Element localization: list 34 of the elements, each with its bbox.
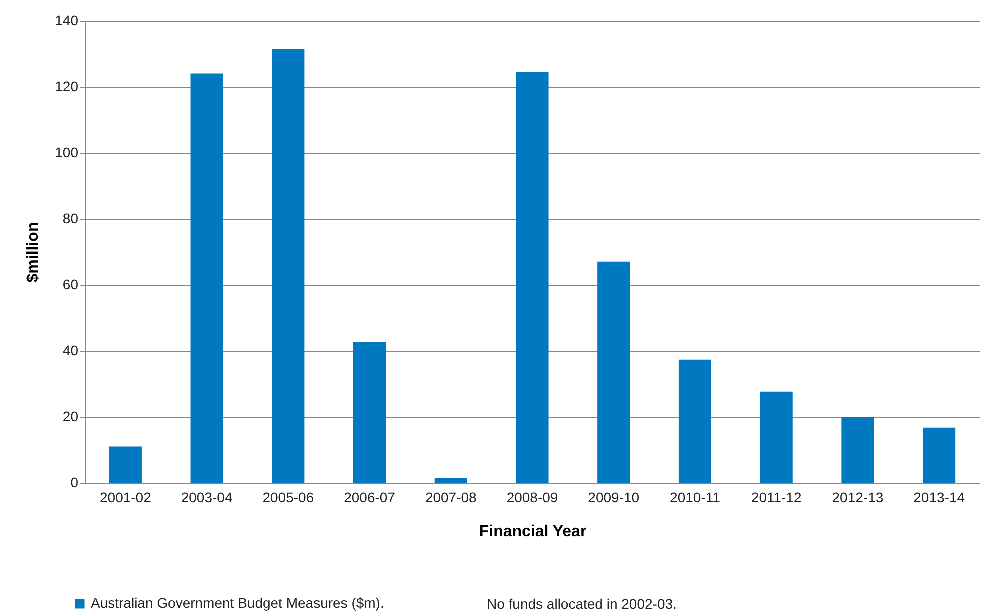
y-tick-label: 100 (55, 144, 79, 160)
bar (678, 360, 712, 483)
legend-label: Australian Government Budget Measures ($m). (91, 595, 384, 611)
bar (434, 478, 468, 483)
y-tick-label: 140 (55, 12, 79, 28)
x-tick-label: 2007-08 (425, 490, 478, 506)
x-tick-label: 2001-02 (100, 490, 152, 506)
x-tick-label: 2008-09 (506, 490, 558, 506)
bar (516, 72, 549, 483)
x-tick-label: 2009-10 (588, 490, 640, 506)
x-tick-label: 2003-04 (181, 490, 233, 506)
bar (190, 74, 224, 483)
y-tick-label: 40 (62, 342, 79, 358)
x-tick-label: 2013-14 (914, 490, 966, 506)
y-tick-label: 20 (62, 408, 79, 424)
x-tick-label: 2005-06 (262, 490, 314, 506)
bar (842, 417, 874, 483)
bar (760, 392, 793, 483)
y-tick-label: 80 (62, 210, 79, 226)
x-tick-label: 2011-12 (751, 490, 802, 506)
y-axis-title: $million (25, 222, 42, 283)
bar (354, 342, 386, 483)
x-axis-title: Financial Year (479, 524, 587, 540)
bar (109, 446, 142, 483)
x-tick-label: 2012-13 (832, 490, 884, 506)
bar (598, 262, 630, 483)
text: No funds allocated in 2002-03. (487, 596, 677, 612)
x-tick-label: 2010-11 (670, 490, 721, 506)
y-tick-label: 60 (62, 276, 79, 292)
bar (272, 49, 305, 483)
y-tick-label: 120 (55, 78, 79, 94)
y-tick-label: 0 (70, 474, 79, 490)
bar (923, 428, 956, 483)
x-tick-label: 2006-07 (344, 490, 396, 506)
